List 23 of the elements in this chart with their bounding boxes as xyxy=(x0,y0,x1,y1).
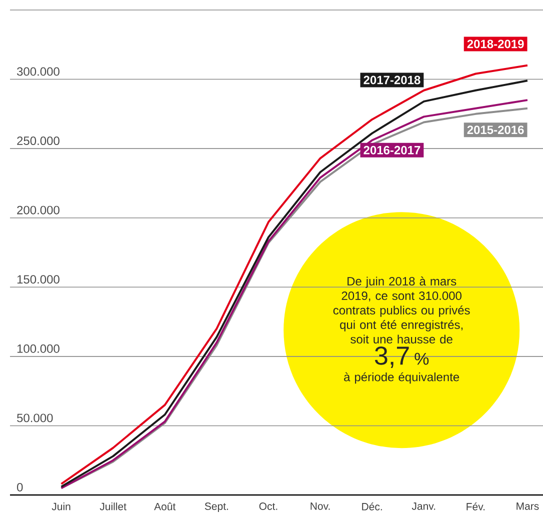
x-tick-label: Déc. xyxy=(362,502,382,510)
series-label: 2015-2016 xyxy=(467,126,524,134)
x-tick-label: Janv. xyxy=(412,502,436,510)
series-label: 2018-2019 xyxy=(467,40,524,48)
x-tick-label: Nov. xyxy=(310,502,330,510)
x-tick-label: Oct. xyxy=(259,502,278,510)
annotation: à période équivalente xyxy=(344,372,460,384)
y-tick-label: 150.000 xyxy=(17,275,60,284)
y-tick-label: 50.000 xyxy=(17,414,53,422)
y-tick-label: 100.000 xyxy=(17,344,60,353)
x-tick-label: Mars xyxy=(516,502,539,510)
annotation: De juin 2018 à mars 2019, ce sont 310.000 contrats publics ou privés qui ont été enregistrés, soit une hausse de xyxy=(333,276,470,344)
x-tick-label: Juin xyxy=(52,502,70,510)
y-tick-label: 0 xyxy=(17,482,23,492)
y-tick-label: 300.000 xyxy=(16,67,60,76)
y-tick-label: 200.000 xyxy=(17,206,60,214)
x-tick-label: Août xyxy=(154,502,176,510)
x-tick-label: Sept. xyxy=(204,502,228,512)
series-label: 2017-2018 xyxy=(364,76,420,84)
x-tick-label: Fév. xyxy=(466,502,485,510)
x-tick-label: Juillet xyxy=(100,502,126,510)
series-label: 2016-2017 xyxy=(364,146,420,154)
y-tick-label: 250.000 xyxy=(17,136,60,146)
